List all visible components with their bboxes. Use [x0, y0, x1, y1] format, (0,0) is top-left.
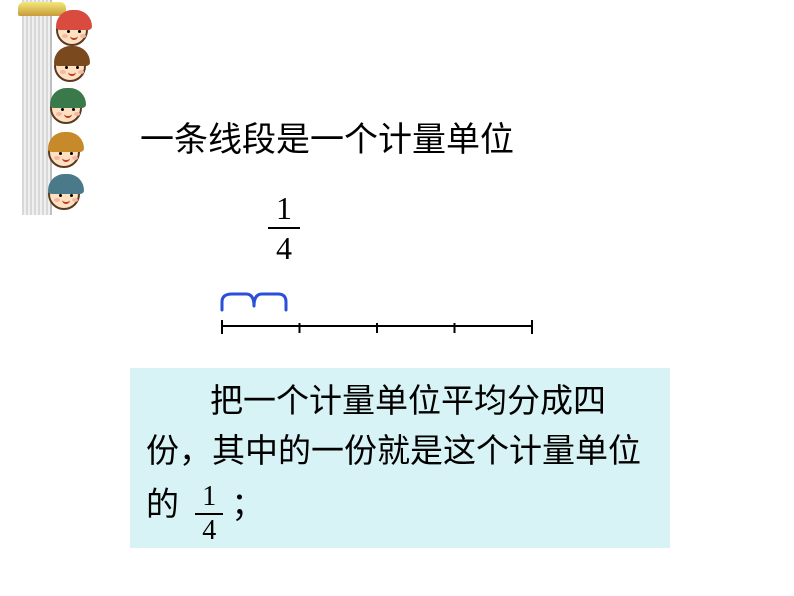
fraction-label: 1 4 [268, 192, 300, 264]
child-icon [54, 50, 86, 82]
fraction-numerator: 1 [195, 483, 223, 511]
page-title: 一条线段是一个计量单位 [140, 112, 514, 161]
brace-icon [220, 290, 300, 316]
fraction-bar [268, 227, 300, 229]
explanation-text: 把一个计量单位平均分成四份，其中的一份就是这个计量单位的 1 4 ； [146, 378, 654, 539]
fraction-denominator: 4 [195, 517, 223, 545]
fraction-denominator: 4 [268, 232, 300, 264]
explanation-part2: ； [231, 488, 264, 524]
segment-diagram [220, 318, 540, 338]
explanation-box: 把一个计量单位平均分成四份，其中的一份就是这个计量单位的 1 4 ； [130, 368, 670, 548]
fraction-inline: 1 4 [195, 483, 223, 545]
fraction-numerator: 1 [268, 192, 300, 224]
child-icon [56, 14, 88, 46]
side-decoration [0, 0, 100, 230]
child-icon [48, 178, 80, 210]
child-icon [50, 92, 82, 124]
child-icon [48, 136, 80, 168]
